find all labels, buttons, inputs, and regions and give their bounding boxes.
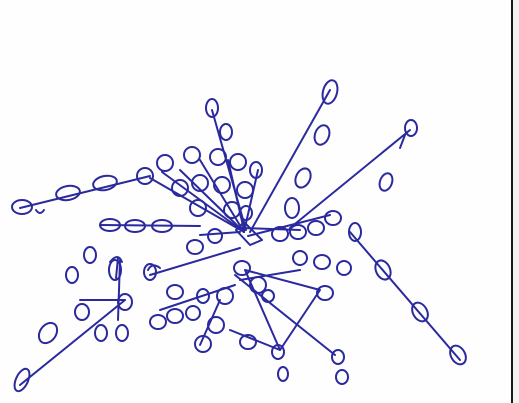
sketch-stroke [117, 259, 121, 321]
sketch-node [209, 148, 227, 166]
sketch-node [321, 79, 339, 105]
sketch-node [108, 259, 122, 281]
sketch-node [99, 218, 121, 232]
sketch-node [261, 289, 275, 303]
sketch-node [233, 260, 251, 276]
sketch-stroke [243, 169, 259, 233]
sketch-node [136, 167, 154, 185]
background-strip [513, 0, 519, 403]
sketch-stroke [99, 224, 201, 227]
sketch-node [239, 205, 253, 221]
sketch-node [11, 199, 33, 215]
sketch-stroke [289, 129, 411, 229]
sketch-node [348, 222, 362, 242]
sketch-node [404, 119, 418, 137]
sketch-node [239, 334, 257, 350]
sketch-node [236, 181, 254, 199]
sketch-node [55, 184, 81, 202]
sketch-node [249, 161, 263, 179]
sketch-node [143, 263, 157, 281]
sketch-node [316, 285, 334, 301]
sketch-node [307, 220, 325, 236]
sketch-node [284, 197, 300, 219]
sketch-node [196, 288, 210, 304]
sketch-stroke [35, 209, 45, 214]
sketch-stroke [199, 299, 221, 346]
sketch-node [185, 305, 201, 321]
sketch-stroke [199, 159, 245, 233]
sketch-stroke [147, 264, 161, 271]
sketch-node [186, 239, 204, 255]
sketch-node [92, 174, 118, 192]
sketch-node [229, 153, 247, 171]
sketch-stroke [149, 247, 241, 276]
sketch-node [151, 219, 173, 233]
paper-right-edge [511, 0, 513, 403]
sketch-node [219, 123, 233, 141]
sketch-node [117, 293, 133, 311]
sketch-node [183, 146, 201, 164]
sketch-stroke [19, 299, 126, 386]
sketch-stroke [235, 221, 263, 246]
sketch-node [213, 176, 231, 194]
sketch-node [166, 284, 184, 300]
sketch-node [124, 219, 146, 233]
sketch-node [166, 308, 184, 324]
sketch-node [205, 98, 219, 118]
sketch-node [94, 324, 108, 342]
sketch-stroke [199, 231, 241, 236]
sketch-stroke [179, 169, 245, 233]
sketch-stroke [249, 89, 331, 233]
sketch-node [331, 349, 345, 365]
sketch-node [156, 154, 174, 172]
sketch-stroke [399, 134, 406, 149]
sketch-stroke [239, 269, 301, 281]
sketch-node [277, 366, 289, 382]
sketch-node [83, 246, 97, 264]
sketch-stroke [349, 231, 461, 361]
sketch-node [313, 124, 331, 146]
sketch-node [13, 367, 31, 393]
sketch-node [65, 266, 79, 284]
sketch-node [223, 201, 241, 219]
sketch-node [191, 174, 209, 192]
sketch-stroke [109, 256, 123, 279]
sketch-node [37, 321, 59, 345]
sketch-node [378, 172, 394, 192]
sketch-stroke [247, 214, 331, 237]
sketch-node [189, 199, 207, 217]
sketch-node [271, 226, 289, 242]
sketch-node [74, 303, 90, 321]
sketch-stroke [244, 269, 321, 351]
sketch-node [289, 224, 307, 240]
sketch-node [115, 324, 129, 342]
sketch-node [271, 344, 285, 360]
sketch-node [449, 344, 467, 366]
sketch-stroke [19, 175, 151, 209]
sketch-node [249, 276, 267, 294]
sketch-node [294, 167, 312, 189]
sketch-node [292, 250, 308, 266]
sketch-node [411, 301, 429, 323]
sketch-node [335, 369, 349, 385]
sketch-node [149, 314, 167, 330]
sketch-node [194, 335, 212, 353]
sketch-stroke [149, 177, 245, 233]
sketch-node [216, 287, 234, 305]
sketch-node [324, 210, 342, 226]
sketch-node [171, 179, 189, 197]
sketch-node [313, 254, 331, 270]
sketch-node [207, 316, 225, 334]
sketch-node [207, 228, 223, 244]
sketch-node [336, 260, 352, 276]
sketch-node [374, 259, 392, 281]
